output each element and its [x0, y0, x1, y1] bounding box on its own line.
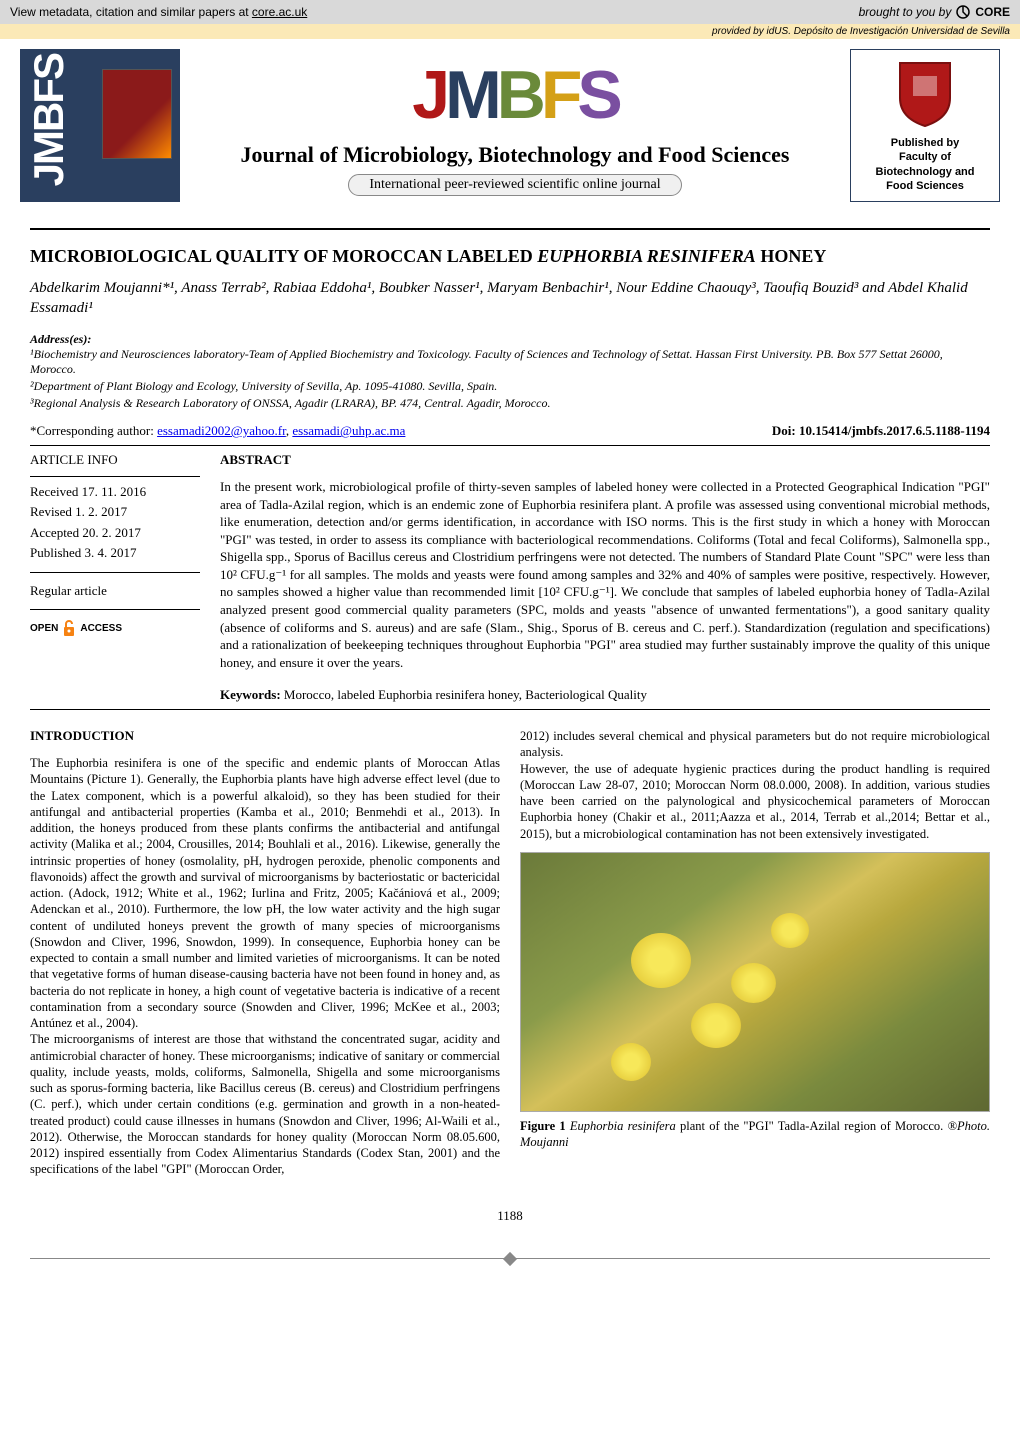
- date-received: Received 17. 11. 2016: [30, 483, 200, 501]
- metadata-label: View metadata, citation and similar pape…: [10, 5, 252, 19]
- article-title: MICROBIOLOGICAL QUALITY OF MOROCCAN LABE…: [30, 246, 990, 267]
- footer-line: [30, 1258, 510, 1259]
- right-para-1: 2012) includes several chemical and phys…: [520, 728, 990, 761]
- keywords-label: Keywords:: [220, 687, 281, 702]
- date-revised: Revised 1. 2. 2017: [30, 503, 200, 521]
- provided-by-bar[interactable]: provided by idUS. Depósito de Investigac…: [0, 24, 1020, 39]
- title-pre: MICROBIOLOGICAL QUALITY OF MOROCCAN LABE…: [30, 246, 537, 266]
- divider: [30, 445, 990, 446]
- date-accepted: Accepted 20. 2. 2017: [30, 524, 200, 542]
- abstract-column: ABSTRACT In the present work, microbiolo…: [220, 452, 990, 703]
- mini-cover: [102, 69, 172, 159]
- figure-1: Figure 1 Euphorbia resinifera plant of t…: [520, 852, 990, 1151]
- jmbfs-vertical-letters: JMBFS: [20, 49, 78, 191]
- core-link[interactable]: core.ac.uk: [252, 5, 307, 19]
- introduction-header: INTRODUCTION: [30, 728, 500, 745]
- email-link-2[interactable]: essamadi@uhp.ac.ma: [292, 423, 405, 438]
- title-post: HONEY: [756, 246, 827, 266]
- article-info-header: ARTICLE INFO: [30, 452, 200, 468]
- banner-center: JMBFS Journal of Microbiology, Biotechno…: [190, 49, 840, 202]
- jmbfs-big-logo: JMBFS: [412, 56, 618, 134]
- intro-para-2: The microorganisms of interest are those…: [30, 1031, 500, 1177]
- affiliation-1: ¹Biochemistry and Neurosciences laborato…: [30, 347, 990, 377]
- divider: [30, 572, 200, 573]
- title-species: EUPHORBIA RESINIFERA: [537, 246, 756, 266]
- intro-para-1: The Euphorbia resinifera is one of the s…: [30, 755, 500, 1031]
- publisher-shield-icon: [895, 58, 955, 128]
- abstract-header: ABSTRACT: [220, 452, 990, 468]
- pub-line4: Food Sciences: [876, 179, 975, 193]
- right-column: 2012) includes several chemical and phys…: [520, 728, 990, 1177]
- flower-cluster: [631, 933, 691, 988]
- right-para-2: However, the use of adequate hygienic pr…: [520, 761, 990, 842]
- addresses-header: Address(es):: [30, 332, 990, 347]
- correspondence-row: *Corresponding author: essamadi2002@yaho…: [30, 423, 990, 439]
- fig-label: Figure 1: [520, 1119, 570, 1133]
- pub-line1: Published by: [876, 136, 975, 150]
- divider: [30, 228, 990, 230]
- figure-1-image: [520, 852, 990, 1112]
- open-access-badge: OPEN ACCESS: [30, 620, 200, 638]
- authors: Abdelkarim Moujanni*¹, Anass Terrab², Ra…: [30, 279, 990, 318]
- metadata-bar: View metadata, citation and similar pape…: [0, 0, 1020, 24]
- oa-open: OPEN: [30, 623, 58, 634]
- pub-line3: Biotechnology and: [876, 165, 975, 179]
- metadata-text: View metadata, citation and similar pape…: [10, 5, 307, 19]
- fig-species: Euphorbia resinifera: [570, 1119, 676, 1133]
- flower-cluster: [691, 1003, 741, 1048]
- divider: [30, 609, 200, 610]
- footer-line: [510, 1258, 990, 1259]
- brought-by: brought to you by CORE: [859, 4, 1010, 20]
- core-logo[interactable]: CORE: [975, 5, 1010, 19]
- brought-by-label: brought to you by: [859, 5, 952, 19]
- date-published: Published 3. 4. 2017: [30, 544, 200, 562]
- doi: Doi: 10.15414/jmbfs.2017.6.5.1188-1194: [772, 423, 990, 439]
- body-columns: INTRODUCTION The Euphorbia resinifera is…: [30, 728, 990, 1177]
- page-number: 1188: [30, 1208, 990, 1224]
- article-content: MICROBIOLOGICAL QUALITY OF MOROCCAN LABE…: [0, 212, 1020, 1253]
- journal-subtitle: International peer-reviewed scientific o…: [348, 174, 681, 196]
- published-by-text: Published by Faculty of Biotechnology an…: [876, 136, 975, 193]
- footer-diamond: [503, 1252, 517, 1266]
- divider: [30, 476, 200, 477]
- figure-1-caption: Figure 1 Euphorbia resinifera plant of t…: [520, 1118, 990, 1151]
- pub-line2: Faculty of: [876, 150, 975, 164]
- left-column: INTRODUCTION The Euphorbia resinifera is…: [30, 728, 500, 1177]
- keywords-text: Morocco, labeled Euphorbia resinifera ho…: [281, 687, 647, 702]
- info-abstract-row: ARTICLE INFO Received 17. 11. 2016 Revis…: [30, 452, 990, 703]
- flower-cluster: [731, 963, 776, 1003]
- flower-cluster: [771, 913, 809, 948]
- footer-ornament: [0, 1254, 1020, 1264]
- article-dates: Received 17. 11. 2016 Revised 1. 2. 2017…: [30, 483, 200, 562]
- article-type: Regular article: [30, 583, 200, 599]
- journal-banner: JMBFS JMBFS Journal of Microbiology, Bio…: [0, 39, 1020, 212]
- fig-text: plant of the "PGI" Tadla-Azilal region o…: [676, 1119, 948, 1133]
- banner-cover-thumb: JMBFS: [20, 49, 180, 202]
- abstract-text: In the present work, microbiological pro…: [220, 478, 990, 671]
- corresp-label: *Corresponding author:: [30, 423, 157, 438]
- article-info-column: ARTICLE INFO Received 17. 11. 2016 Revis…: [30, 452, 200, 703]
- divider: [30, 709, 990, 710]
- oa-access: ACCESS: [80, 623, 122, 634]
- open-access-icon: [62, 620, 76, 638]
- journal-title: Journal of Microbiology, Biotechnology a…: [240, 142, 789, 168]
- email-link-1[interactable]: essamadi2002@yahoo.fr: [157, 423, 286, 438]
- core-icon: [955, 4, 971, 20]
- affiliation-2: ²Department of Plant Biology and Ecology…: [30, 379, 990, 394]
- flower-cluster: [611, 1043, 651, 1081]
- affiliation-3: ³Regional Analysis & Research Laboratory…: [30, 396, 990, 411]
- publisher-box: Published by Faculty of Biotechnology an…: [850, 49, 1000, 202]
- corresponding-author: *Corresponding author: essamadi2002@yaho…: [30, 423, 405, 439]
- keywords: Keywords: Morocco, labeled Euphorbia res…: [220, 687, 990, 703]
